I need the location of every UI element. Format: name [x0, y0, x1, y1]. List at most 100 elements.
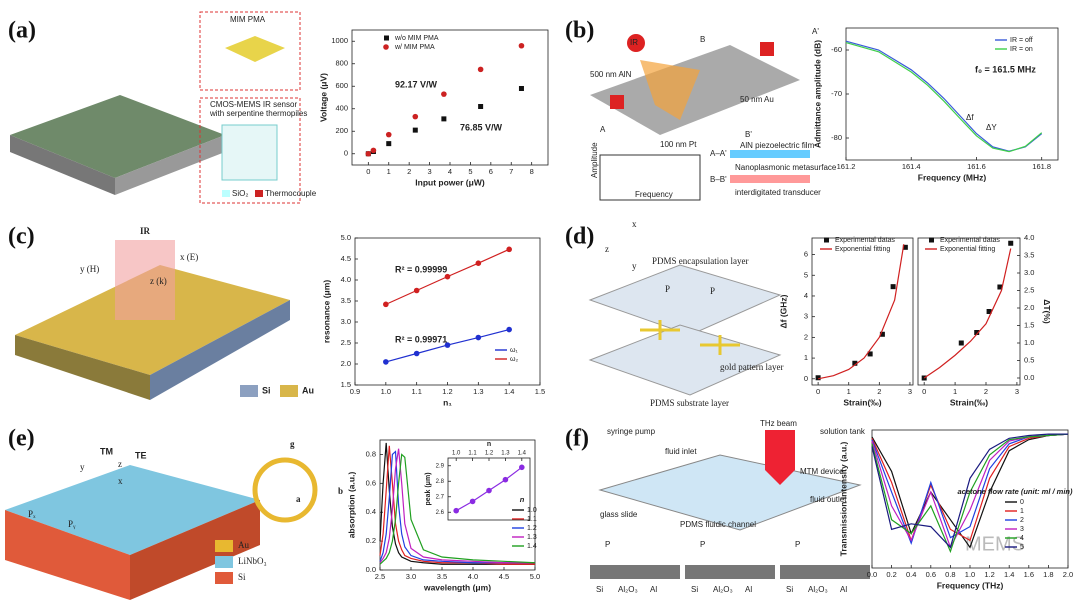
x-tick-label: 7 [509, 167, 513, 176]
label: Si [238, 572, 246, 582]
thz-beam [765, 430, 795, 485]
series-line [871, 433, 1069, 549]
chip-side [10, 135, 115, 195]
label: PDMS encapsulation layer [652, 256, 748, 266]
panel-label: (d) [565, 224, 594, 250]
legend-label: 1.4 [527, 543, 537, 550]
y-tick-label: 0.5 [1024, 355, 1034, 364]
series-line [818, 244, 905, 380]
x-tick-label: 1 [847, 387, 851, 396]
series-line [871, 433, 1069, 543]
legend-swatch [240, 385, 258, 397]
y-tick-label: 2.7 [436, 494, 445, 500]
legend-swatch [215, 572, 233, 584]
x-tick-label: 3.5 [437, 572, 447, 581]
x-tick-label: 1.1 [411, 387, 421, 396]
marker [506, 246, 512, 253]
x-tick-label: 1.6 [1024, 570, 1034, 579]
y-axis-label: absorption (a.u.) [346, 472, 356, 539]
y-tick-label: 600 [335, 81, 348, 90]
x-tick-label: 161.6 [967, 162, 986, 171]
chart: 0 1 2 3 0 1 2 3 4 5 6 Strain(‰) Δf (GHz) Experimental… [778, 237, 914, 407]
label: B [700, 35, 705, 44]
label: TM [100, 446, 113, 456]
chart: 161.2 161.4 161.6 161.8 -60 -70 -80 Frequency (… [812, 27, 1059, 182]
marker [453, 507, 460, 514]
marker [502, 476, 509, 483]
legend-swatch [215, 540, 233, 552]
x-axis-label: wavelength (μm) [423, 582, 491, 592]
series-line [923, 248, 1012, 379]
y-axis-label: resonance (μm) [321, 280, 331, 343]
y-tick-label: 5 [804, 270, 808, 279]
label: z (k) [150, 276, 167, 286]
legend-swatch [255, 190, 263, 197]
marker [879, 331, 885, 337]
marker [370, 147, 377, 154]
label: P [700, 540, 705, 549]
x-tick-label: 0 [922, 387, 926, 396]
y-tick-label: 0.2 [366, 536, 376, 545]
legend-swatch [280, 385, 298, 397]
marker [413, 350, 420, 357]
marker [477, 66, 484, 73]
x-tick-label: 1.0 [452, 451, 461, 457]
chart: 1.0 1.1 1.2 1.3 1.4 2.6 2.7 2.8 2.9 n peak (μm) [425, 441, 531, 521]
x-tick-label: 3 [1015, 387, 1019, 396]
marker [383, 301, 389, 308]
y-tick-label: 3.5 [1024, 250, 1034, 259]
x-tick-label: 8 [530, 167, 534, 176]
label: B' [745, 130, 752, 139]
label: z [118, 459, 122, 469]
x-tick-label: 5.0 [530, 572, 540, 581]
y-tick-label: 4.5 [341, 254, 351, 263]
chart: 0.9 1.0 1.1 1.2 1.3 1.4 1.5 1.5 2.0 2.5 3.0 3.5 4.0 4… [321, 233, 545, 407]
y-tick-label: 1.5 [1024, 320, 1034, 329]
legend-title: acetone flow rate (unit: ml / min) [957, 487, 1073, 496]
label: Amplitude [590, 142, 599, 178]
x-tick-label: 0.0 [867, 570, 877, 579]
label: 500 nm AlN [590, 70, 632, 79]
x-tick-label: 1.2 [442, 387, 452, 396]
x-axis-label: Frequency (MHz) [918, 172, 987, 182]
y-tick-label: 3.0 [341, 317, 351, 326]
y-tick-label: 1 [804, 353, 808, 362]
y-tick-label: 0 [344, 149, 348, 158]
label: x [118, 476, 123, 486]
label: with serpentine thermopiles [209, 109, 307, 118]
x-tick-label: 1.3 [501, 451, 510, 457]
label: P [710, 286, 715, 296]
x-axis-label: Strain(‰) [843, 397, 881, 407]
series-line [379, 453, 536, 565]
ir-beam [115, 240, 175, 320]
label: Δf [966, 113, 974, 122]
x-tick-label: 1 [953, 387, 957, 396]
series-line [845, 40, 1043, 152]
mim-cell [225, 36, 285, 62]
label: Al₂O₃ [808, 585, 828, 594]
y-tick-label: 4.0 [1024, 233, 1034, 242]
x-tick-label: 4.5 [499, 572, 509, 581]
label: P [665, 284, 670, 294]
annotation: 76.85 V/W [460, 122, 503, 132]
ir-beam [640, 60, 700, 120]
label: solution tank [820, 427, 866, 436]
thermopile [221, 124, 278, 181]
x-tick-label: 3 [908, 387, 912, 396]
label: LiNbO₃ [238, 556, 267, 566]
label: PDMS substrate layer [650, 398, 729, 408]
label: fluid inlet [665, 447, 697, 456]
marker [444, 273, 451, 280]
panel-label: (c) [8, 224, 35, 250]
label: z [605, 244, 609, 254]
legend-swatch [222, 190, 230, 197]
label: Si [786, 585, 793, 594]
label: Pᵧ [68, 519, 76, 530]
x-tick-label: 1.4 [504, 387, 514, 396]
chip [598, 454, 862, 531]
label: Al [650, 585, 657, 594]
y-tick-label: 2.0 [341, 359, 351, 368]
marker [383, 359, 389, 365]
si-side [5, 510, 130, 600]
marker [815, 375, 821, 381]
